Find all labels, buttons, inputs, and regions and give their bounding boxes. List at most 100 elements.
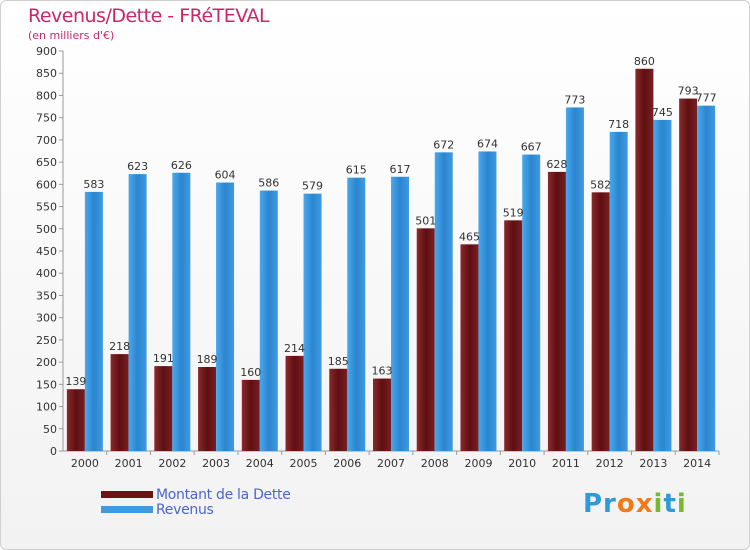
legend-label-revenus: Revenus [156,501,214,518]
data-label: 617 [390,163,411,176]
y-tick-label: 700 [36,134,57,147]
x-tick-label: 2004 [246,457,274,470]
x-tick-label: 2010 [508,457,536,470]
data-label: 667 [521,141,542,154]
legend-item-dette: Montant de la Dette [101,486,291,503]
bar-revenus [216,182,235,452]
data-label: 163 [372,365,393,378]
bar-revenus [653,119,672,451]
bars [66,68,716,452]
bar-dette [416,228,435,451]
legend-swatch-dette [101,491,153,498]
x-tick-label: 2012 [596,457,624,470]
y-tick-label: 900 [36,45,57,58]
y-tick-label: 650 [36,156,57,169]
data-label: 185 [328,355,349,368]
data-label: 139 [65,375,86,388]
data-label: 793 [678,85,699,98]
bar-dette [373,378,391,451]
bar-dette [679,98,698,452]
data-label: 777 [696,92,717,105]
x-tick-label: 2001 [115,457,143,470]
data-label: 579 [302,180,323,193]
y-tick-label: 250 [36,334,57,347]
data-label: 626 [171,159,192,172]
legend-label-dette: Montant de la Dette [156,486,291,503]
bar-revenus [259,190,278,452]
data-label: 628 [546,158,567,171]
data-label: 672 [433,138,454,151]
y-tick-label: 450 [36,245,57,258]
y-tick-label: 800 [36,89,57,102]
data-label: 583 [83,178,104,191]
data-label: 501 [415,214,436,227]
data-label: 745 [652,106,673,119]
bar-dette [241,379,260,451]
data-label: 582 [590,178,611,191]
y-tick-label: 50 [43,423,57,436]
bar-dette [504,220,523,451]
data-label: 465 [459,230,480,243]
y-tick-label: 300 [36,312,57,325]
y-tick-label: 100 [36,401,57,414]
bar-dette [591,192,610,452]
bar-dette [285,355,304,451]
data-label: 218 [109,340,130,353]
legend: Montant de la Dette Revenus [101,486,291,518]
data-label: 718 [608,118,629,131]
bar-revenus [391,176,409,451]
bar-revenus [609,131,628,451]
x-tick-label: 2006 [333,457,361,470]
data-label: 773 [564,93,585,106]
data-label: 623 [127,160,148,173]
legend-item-revenus: Revenus [101,501,291,518]
bar-revenus [172,172,191,451]
data-label: 214 [284,342,305,355]
bar-revenus [522,154,541,452]
y-tick-label: 550 [36,201,57,214]
bar-dette [66,389,85,451]
x-tick-label: 2011 [552,457,580,470]
x-tick-label: 2014 [683,457,711,470]
bar-revenus [347,177,366,451]
x-tick-label: 2009 [464,457,492,470]
y-tick-label: 0 [50,445,57,458]
bar-revenus [303,193,322,451]
x-tick-label: 2005 [290,457,318,470]
data-label: 189 [197,353,218,366]
bar-dette [154,366,173,451]
bar-dette [635,68,654,452]
value-labels: 139 218 191 189 160 214 185 163 501 465 519 628 582 8… [65,55,716,388]
data-label: 615 [346,164,367,177]
y-tick-label: 150 [36,378,57,391]
data-label: 160 [240,366,261,379]
bar-dette [329,368,348,451]
data-label: 519 [503,206,524,219]
bar-revenus [697,105,716,452]
y-tick-label: 850 [36,67,57,80]
bar-dette [110,354,129,451]
bar-revenus [565,107,584,451]
data-label: 674 [477,137,498,150]
data-label: 860 [634,55,655,68]
x-tick-label: 2003 [202,457,230,470]
y-tick-label: 500 [36,223,57,236]
y-tick-label: 400 [36,267,57,280]
chart-title: Revenus/Dette - FRéTEVAL [28,5,270,27]
y-tick-label: 350 [36,289,57,302]
y-tick-label: 600 [36,178,57,191]
data-label: 586 [258,177,279,190]
x-tick-label: 2013 [639,457,667,470]
chart-subtitle: (en milliers d'€) [28,29,115,42]
legend-swatch-revenus [101,506,153,513]
bar-revenus [434,152,453,452]
bar-dette [460,244,479,451]
bar-dette [547,171,566,451]
data-label: 604 [215,169,236,182]
x-tick-label: 2008 [421,457,449,470]
proxiti-logo: Proxiti [583,489,687,519]
y-tick-label: 200 [36,356,57,369]
x-tick-label: 2007 [377,457,405,470]
